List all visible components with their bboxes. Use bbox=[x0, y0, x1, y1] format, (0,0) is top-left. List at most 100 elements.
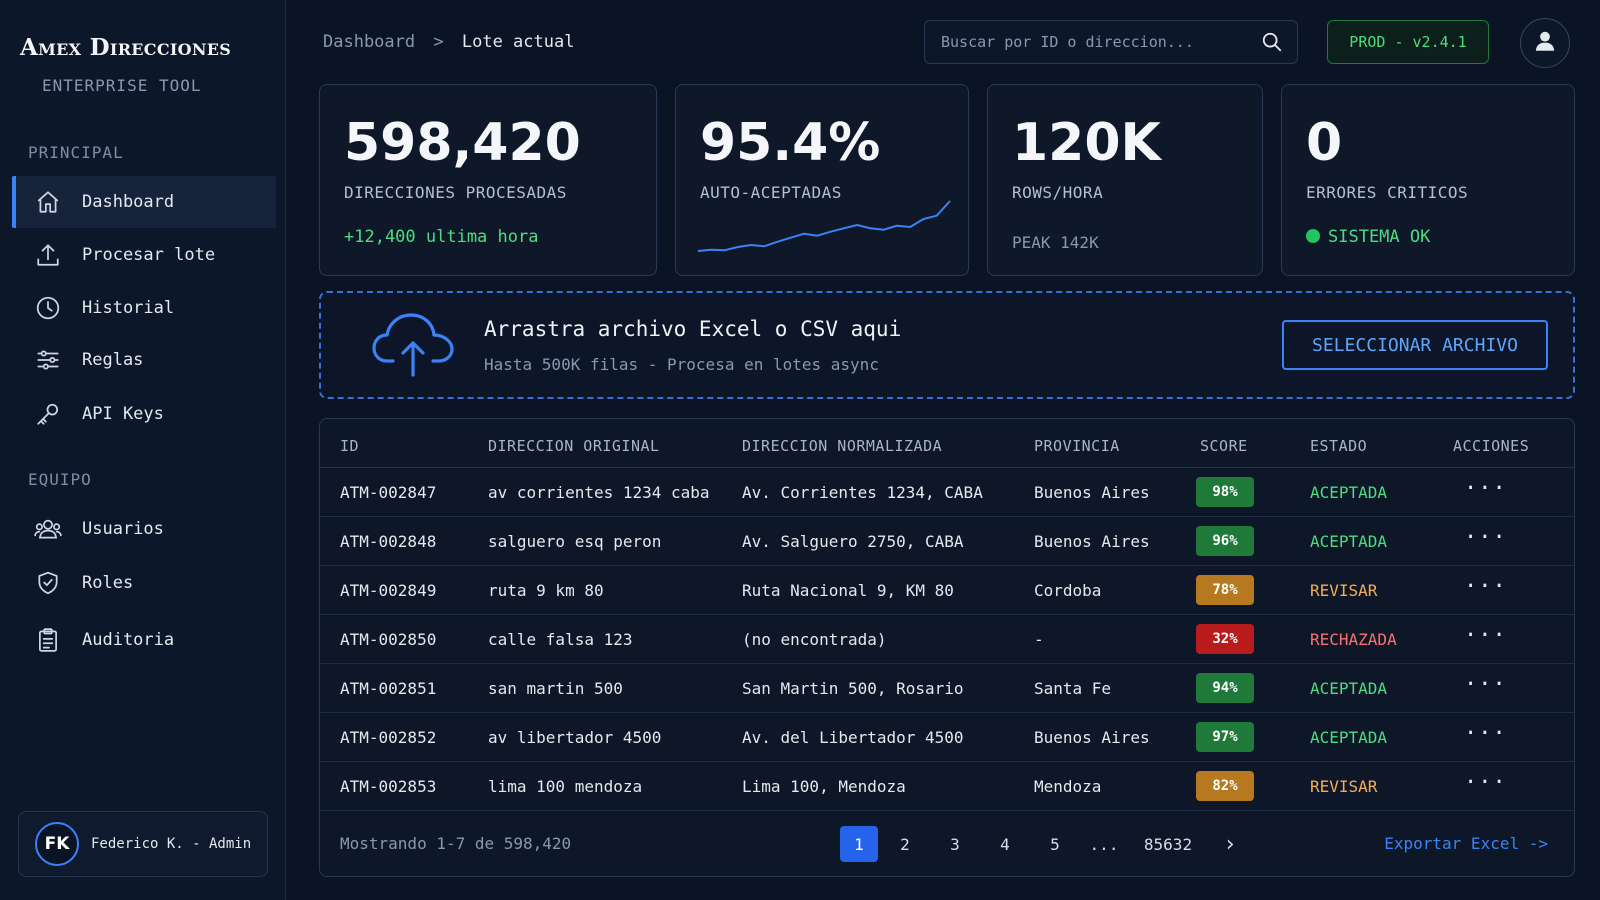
column-header: SCORE bbox=[1200, 437, 1248, 455]
stat-label: DIRECCIONES PROCESADAS bbox=[344, 183, 567, 202]
users-icon bbox=[34, 515, 62, 543]
page-button-5[interactable]: 5 bbox=[1050, 834, 1060, 854]
sidebar-item-label: Procesar lote bbox=[82, 245, 216, 265]
row-actions-menu-icon[interactable]: ··· bbox=[1464, 476, 1507, 501]
sidebar-item-auditoria[interactable]: Auditoria bbox=[12, 614, 276, 666]
cell-normalized-address: Lima 100, Mendoza bbox=[742, 777, 906, 796]
sidebar-item-dashboard[interactable]: Dashboard bbox=[12, 176, 276, 228]
sidebar-item-label: Auditoria bbox=[82, 630, 175, 650]
cell-normalized-address: Av. Salguero 2750, CABA bbox=[742, 532, 964, 551]
sidebar-item-usuarios[interactable]: Usuarios bbox=[12, 503, 276, 555]
upload-dropzone[interactable]: Arrastra archivo Excel o CSV aqui Hasta … bbox=[319, 291, 1575, 399]
stat-label: ERRORES CRITICOS bbox=[1306, 183, 1469, 202]
column-header: ID bbox=[340, 437, 360, 455]
select-file-button[interactable]: SELECCIONAR ARCHIVO bbox=[1282, 320, 1548, 370]
breadcrumb-root[interactable]: Dashboard bbox=[323, 32, 416, 52]
user-icon bbox=[1532, 28, 1558, 58]
search-input[interactable] bbox=[941, 33, 1241, 51]
stat-card-critical-errors: 0 ERRORES CRITICOS SISTEMA OK bbox=[1281, 84, 1575, 276]
cell-normalized-address: (no encontrada) bbox=[742, 630, 887, 649]
avatar: FK bbox=[35, 822, 79, 866]
row-actions-menu-icon[interactable]: ··· bbox=[1464, 672, 1507, 697]
score-badge: 78% bbox=[1196, 575, 1254, 605]
addresses-table: ID DIRECCION ORIGINAL DIRECCION NORMALIZ… bbox=[319, 418, 1575, 877]
cell-province: Cordoba bbox=[1034, 581, 1102, 600]
table-row[interactable]: ATM-002853 lima 100 mendoza Lima 100, Mend… bbox=[320, 762, 1574, 811]
row-actions-menu-icon[interactable]: ··· bbox=[1464, 574, 1507, 599]
row-actions-menu-icon[interactable]: ··· bbox=[1464, 525, 1507, 550]
status-badge: RECHAZADA bbox=[1310, 630, 1397, 649]
env-badge: PROD - v2.4.1 bbox=[1327, 20, 1489, 64]
status-badge: ACEPTADA bbox=[1310, 532, 1388, 551]
profile-button[interactable] bbox=[1520, 18, 1570, 68]
table-row[interactable]: ATM-002849 ruta 9 km 80 Ruta Nacional 9, K… bbox=[320, 566, 1574, 615]
page-button-4[interactable]: 4 bbox=[1000, 834, 1010, 854]
upload-title: Arrastra archivo Excel o CSV aqui bbox=[484, 317, 902, 341]
cell-province: - bbox=[1034, 630, 1044, 649]
cell-id: ATM-002852 bbox=[340, 728, 437, 747]
sidebar-item-label: API Keys bbox=[82, 404, 164, 424]
sidebar-item-api-keys[interactable]: API Keys bbox=[12, 388, 276, 440]
cell-id: ATM-002849 bbox=[340, 581, 437, 600]
user-card[interactable]: FK Federico K. - Admin bbox=[18, 811, 268, 877]
cell-id: ATM-002850 bbox=[340, 630, 437, 649]
table-row[interactable]: ATM-002847 av corrientes 1234 caba Av. Cor… bbox=[320, 468, 1574, 517]
stat-card-rows-hour: 120K ROWS/HORA PEAK 142K bbox=[987, 84, 1263, 276]
table-row[interactable]: ATM-002852 av libertador 4500 Av. del Libe… bbox=[320, 713, 1574, 762]
score-badge: 32% bbox=[1196, 624, 1254, 654]
sidebar-item-label: Reglas bbox=[82, 350, 144, 370]
column-header: ACCIONES bbox=[1453, 437, 1530, 455]
sidebar-item-historial[interactable]: Historial bbox=[12, 282, 276, 334]
stat-label: ROWS/HORA bbox=[1012, 183, 1104, 202]
row-actions-menu-icon[interactable]: ··· bbox=[1464, 721, 1507, 746]
table-row[interactable]: ATM-002848 salguero esq peron Av. Salguero… bbox=[320, 517, 1574, 566]
export-excel-link[interactable]: Exportar Excel -> bbox=[1384, 834, 1548, 853]
sidebar-item-label: Dashboard bbox=[82, 192, 175, 212]
row-actions-menu-icon[interactable]: ··· bbox=[1464, 770, 1507, 795]
upload-subtitle: Hasta 500K filas - Procesa en lotes asyn… bbox=[484, 355, 879, 374]
sidebar-item-label: Roles bbox=[82, 573, 134, 593]
cell-province: Buenos Aires bbox=[1034, 483, 1150, 502]
clipboard-icon bbox=[34, 626, 62, 654]
sparkline-chart bbox=[697, 200, 951, 252]
table-row[interactable]: ATM-002850 calle falsa 123 (no encontrada)… bbox=[320, 615, 1574, 664]
sidebar-item-procesar-lote[interactable]: Procesar lote bbox=[12, 229, 276, 281]
sidebar-item-label: Historial bbox=[82, 298, 175, 318]
next-page-icon[interactable]: › bbox=[1223, 831, 1237, 857]
status-badge: ACEPTADA bbox=[1310, 679, 1388, 698]
stat-value: 598,420 bbox=[344, 113, 581, 173]
breadcrumb-separator: > bbox=[433, 32, 444, 52]
system-status: SISTEMA OK bbox=[1306, 227, 1430, 247]
sliders-icon bbox=[34, 346, 62, 374]
breadcrumb: Dashboard > Lote actual bbox=[323, 32, 574, 52]
search-box bbox=[924, 20, 1298, 64]
page-button-3[interactable]: 3 bbox=[950, 834, 960, 854]
table-footer: Mostrando 1-7 de 598,420 1 2 3 4 5 ... 8… bbox=[320, 811, 1574, 876]
search-icon[interactable] bbox=[1261, 31, 1283, 57]
key-icon bbox=[34, 400, 62, 428]
user-name: Federico K. - Admin bbox=[91, 836, 252, 852]
sidebar: Amex Direcciones ENTERPRISE TOOL PRINCIP… bbox=[0, 0, 286, 900]
page-button-last[interactable]: 85632 bbox=[1143, 834, 1193, 854]
cell-province: Buenos Aires bbox=[1034, 728, 1150, 747]
column-header: PROVINCIA bbox=[1034, 437, 1120, 455]
table-row[interactable]: ATM-002851 san martin 500 San Martin 500, … bbox=[320, 664, 1574, 713]
row-actions-menu-icon[interactable]: ··· bbox=[1464, 623, 1507, 648]
sparkline-line bbox=[697, 200, 951, 252]
page-button-2[interactable]: 2 bbox=[900, 834, 910, 854]
stat-card-auto-accepted: 95.4% AUTO-ACEPTADAS bbox=[675, 84, 969, 276]
cell-province: Buenos Aires bbox=[1034, 532, 1150, 551]
breadcrumb-current: Lote actual bbox=[461, 32, 575, 52]
sidebar-item-reglas[interactable]: Reglas bbox=[12, 334, 276, 386]
cell-original-address: av corrientes 1234 caba bbox=[488, 483, 710, 502]
cell-original-address: san martin 500 bbox=[488, 679, 623, 698]
column-header: ESTADO bbox=[1310, 437, 1368, 455]
status-badge: REVISAR bbox=[1310, 581, 1378, 600]
page-button-1[interactable]: 1 bbox=[840, 826, 878, 862]
score-badge: 97% bbox=[1196, 722, 1254, 752]
cell-original-address: lima 100 mendoza bbox=[488, 777, 643, 796]
sidebar-item-roles[interactable]: Roles bbox=[12, 557, 276, 609]
app-title: Amex Direcciones bbox=[20, 34, 232, 61]
status-badge: ACEPTADA bbox=[1310, 483, 1388, 502]
cell-normalized-address: Ruta Nacional 9, KM 80 bbox=[742, 581, 954, 600]
